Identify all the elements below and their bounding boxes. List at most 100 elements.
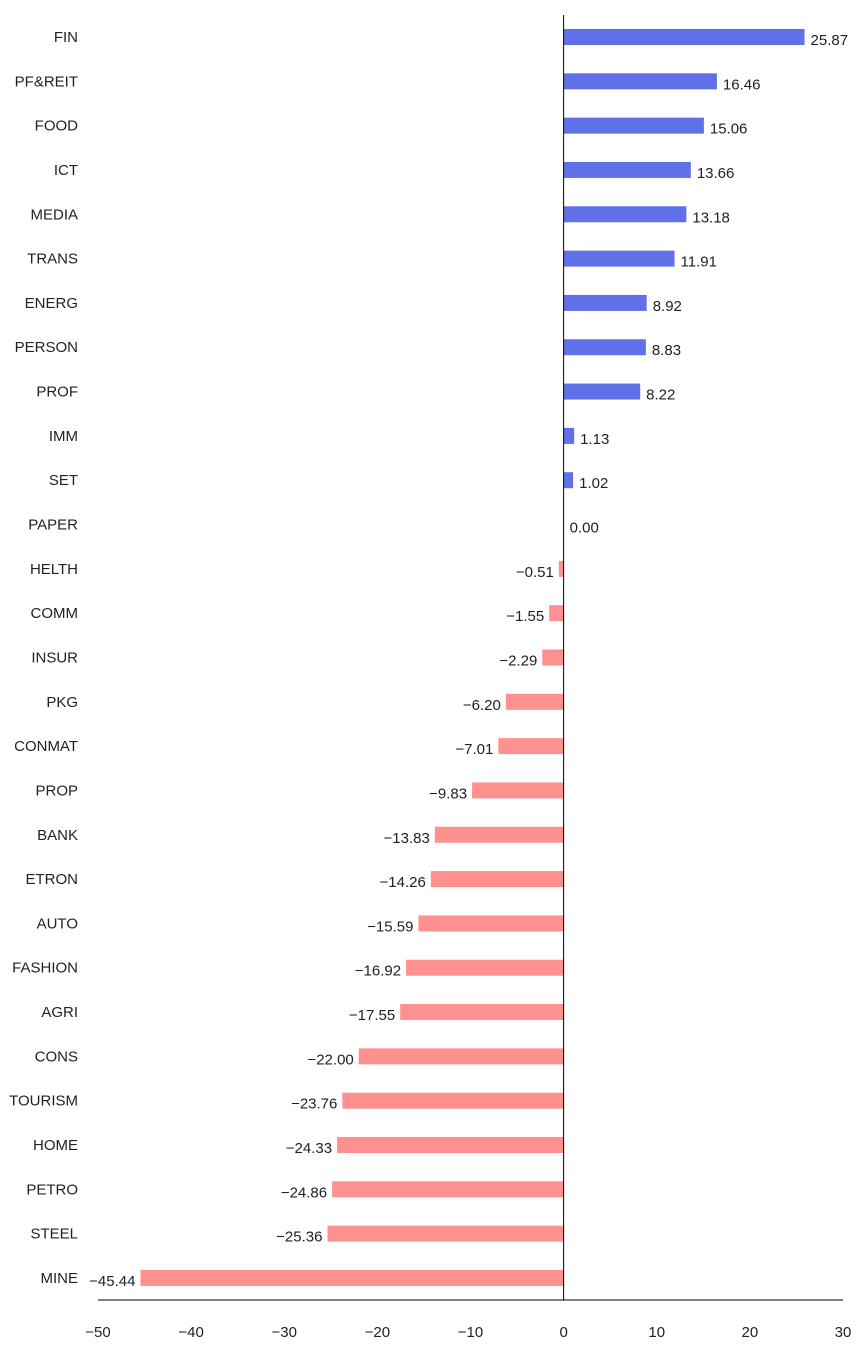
x-tick-label: −40: [178, 1324, 203, 1341]
value-label-fashion: −16.92: [355, 963, 401, 980]
value-label-pkg: −6.20: [463, 697, 501, 714]
bar-auto: [418, 915, 564, 932]
bar-imm: [563, 427, 575, 444]
category-label-person: PERSON: [15, 339, 78, 356]
value-label-etron: −14.26: [380, 874, 426, 891]
value-label-bank: −13.83: [384, 830, 430, 847]
category-label-comm: COMM: [31, 605, 79, 622]
bar-fashion: [406, 959, 564, 976]
category-label-bank: BANK: [37, 827, 78, 844]
category-label-prof: PROF: [36, 384, 78, 401]
category-label-set: SET: [49, 472, 78, 489]
category-label-imm: IMM: [49, 428, 78, 445]
value-label-trans: 11.91: [681, 254, 717, 271]
value-label-steel: −25.36: [276, 1229, 322, 1246]
category-label-trans: TRANS: [27, 251, 78, 268]
bar-person: [563, 339, 646, 356]
category-label-food: FOOD: [35, 118, 78, 135]
bar-set: [563, 472, 574, 489]
bar-etron: [430, 871, 564, 888]
x-tick-label: −20: [365, 1324, 390, 1341]
category-label-home: HOME: [33, 1137, 78, 1154]
x-tick-label: 0: [559, 1324, 567, 1341]
value-label-insur: −2.29: [499, 652, 537, 669]
value-label-person: 8.83: [652, 342, 681, 359]
value-label-comm: −1.55: [506, 608, 544, 625]
category-label-ict: ICT: [54, 162, 78, 179]
bar-cons: [358, 1048, 564, 1065]
bar-ict: [563, 161, 691, 178]
category-label-steel: STEEL: [30, 1226, 78, 1243]
value-label-agri: −17.55: [349, 1007, 395, 1024]
value-label-media: 13.18: [692, 209, 730, 226]
bar-insur: [542, 649, 564, 666]
x-axis-ticks: −50 −40 −30 −20 −10 0 10 20 30: [85, 1324, 851, 1341]
value-label-auto: −15.59: [367, 918, 413, 935]
category-label-etron: ETRON: [26, 871, 79, 888]
bar-steel: [327, 1225, 564, 1242]
category-label-helth: HELTH: [30, 561, 78, 578]
x-tick-label: −50: [85, 1324, 110, 1341]
category-label-fashion: FASHION: [12, 960, 78, 977]
value-label-imm: 1.13: [580, 431, 609, 448]
x-tick-label: −30: [272, 1324, 297, 1341]
category-label-energ: ENERG: [25, 295, 78, 312]
bar-prop: [472, 782, 564, 799]
value-label-helth: −0.51: [516, 564, 554, 581]
x-tick-label: 30: [835, 1324, 852, 1341]
bar-pf-reit: [563, 73, 717, 90]
value-label-cons: −22.00: [307, 1051, 353, 1068]
category-label-tourism: TOURISM: [9, 1093, 78, 1110]
value-label-fin: 25.87: [811, 32, 849, 49]
category-label-pf-reit: PF&REIT: [15, 73, 78, 90]
bar-home: [337, 1137, 564, 1153]
bar-helth: [558, 560, 564, 577]
category-label-insur: INSUR: [31, 649, 78, 666]
category-label-agri: AGRI: [41, 1004, 78, 1021]
value-label-mine: −45.44: [89, 1273, 135, 1290]
value-label-food: 15.06: [710, 121, 748, 138]
bar-fin: [563, 29, 805, 45]
category-label-petro: PETRO: [26, 1181, 78, 1198]
bars-group: [140, 29, 805, 1286]
value-label-paper: 0.00: [570, 520, 599, 537]
bar-comm: [549, 605, 564, 622]
category-label-cons: CONS: [35, 1048, 78, 1065]
bar-mine: [140, 1269, 564, 1286]
value-label-prof: 8.22: [646, 387, 675, 404]
x-tick-label: −10: [458, 1324, 483, 1341]
bar-conmat: [498, 738, 564, 755]
value-label-prop: −9.83: [429, 785, 467, 802]
category-label-mine: MINE: [41, 1270, 79, 1287]
value-label-tourism: −23.76: [291, 1096, 337, 1113]
value-label-energ: 8.92: [653, 298, 682, 315]
x-tick-label: 20: [742, 1324, 759, 1341]
value-label-petro: −24.86: [281, 1184, 327, 1201]
value-label-ict: 13.66: [697, 165, 735, 182]
category-label-prop: PROP: [35, 782, 78, 799]
value-label-conmat: −7.01: [455, 741, 493, 758]
bar-food: [563, 117, 704, 134]
value-labels: 25.87 16.46 15.06 13.66 13.18 11.91 8.92 8.83 8.…: [89, 32, 848, 1290]
bar-tourism: [342, 1092, 564, 1109]
x-tick-label: 10: [648, 1324, 665, 1341]
bar-petro: [332, 1181, 564, 1198]
bar-pkg: [505, 693, 564, 710]
category-label-media: MEDIA: [30, 206, 78, 223]
category-label-auto: AUTO: [37, 915, 78, 932]
bar-bank: [434, 826, 564, 843]
category-labels: FIN PF&REIT FOOD ICT MEDIA TRANS ENERG PERSON PR…: [9, 29, 78, 1287]
category-label-fin: FIN: [54, 29, 78, 46]
value-label-pf-reit: 16.46: [723, 76, 761, 93]
category-label-pkg: PKG: [46, 694, 78, 711]
bar-trans: [563, 250, 675, 267]
category-label-conmat: CONMAT: [14, 738, 78, 755]
category-label-paper: PAPER: [28, 517, 78, 534]
value-label-set: 1.02: [579, 475, 608, 492]
bar-media: [563, 206, 687, 223]
bar-energ: [563, 294, 647, 311]
bar-agri: [400, 1004, 564, 1021]
value-label-home: −24.33: [286, 1140, 332, 1157]
bar-prof: [563, 383, 641, 400]
